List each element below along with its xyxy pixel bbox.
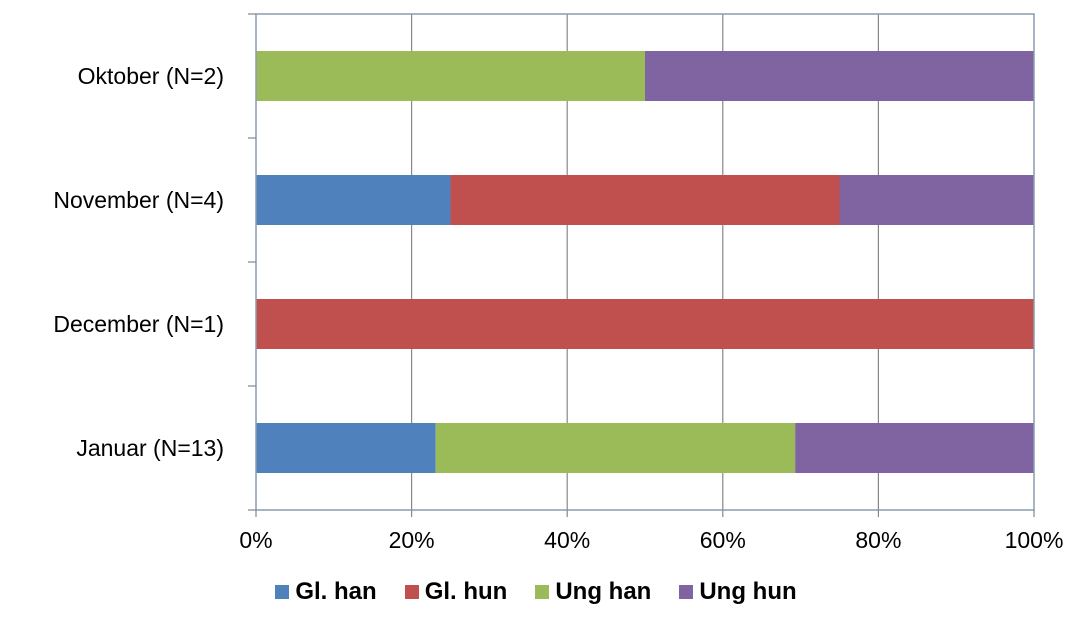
legend-label: Gl. han	[295, 578, 377, 605]
legend-swatch	[679, 585, 694, 599]
category-label: Januar (N=13)	[76, 435, 224, 461]
bar-segment	[256, 423, 436, 473]
legend-label: Gl. hun	[424, 578, 508, 605]
legend-swatch	[404, 585, 419, 599]
legend-swatch	[275, 585, 290, 599]
x-tick-label: 100%	[1005, 527, 1064, 553]
x-tick-labels: 0% 20% 40% 60% 80% 100%	[239, 527, 1063, 553]
category-label: November (N=4)	[53, 187, 224, 213]
x-tick-label: 80%	[855, 527, 901, 553]
axes	[248, 13, 1035, 517]
x-tick-label: 0%	[239, 527, 272, 553]
bar-segment	[435, 423, 796, 473]
legend-label: Ung han	[555, 578, 652, 605]
bar-segment	[795, 423, 1034, 473]
legend-item: Ung hun	[679, 578, 797, 606]
bar-segment	[839, 175, 1034, 225]
stacked-bar-chart: Januar (N=13) December (N=1) November (N=4…	[53, 13, 1063, 553]
x-tick-label: 40%	[544, 527, 590, 553]
category-label: December (N=1)	[53, 311, 224, 337]
bar-segment	[256, 51, 645, 101]
legend-swatch	[535, 585, 550, 599]
bars	[256, 51, 1034, 473]
x-tick-label: 60%	[700, 527, 746, 553]
legend-label: Ung hun	[699, 578, 797, 605]
category-labels: Januar (N=13) December (N=1) November (N=4…	[53, 63, 224, 461]
bar-segment	[256, 175, 451, 225]
legend-item: Gl. hun	[404, 578, 508, 606]
legend: Gl. han Gl. hun Ung han Ung hun	[0, 568, 1072, 616]
x-tick-label: 20%	[389, 527, 435, 553]
category-label: Oktober (N=2)	[78, 63, 224, 89]
legend-item: Gl. han	[275, 578, 377, 606]
legend-item: Ung han	[535, 578, 651, 606]
bar-segment	[256, 299, 1034, 349]
bar-segment	[645, 51, 1034, 101]
bar-segment	[450, 175, 840, 225]
